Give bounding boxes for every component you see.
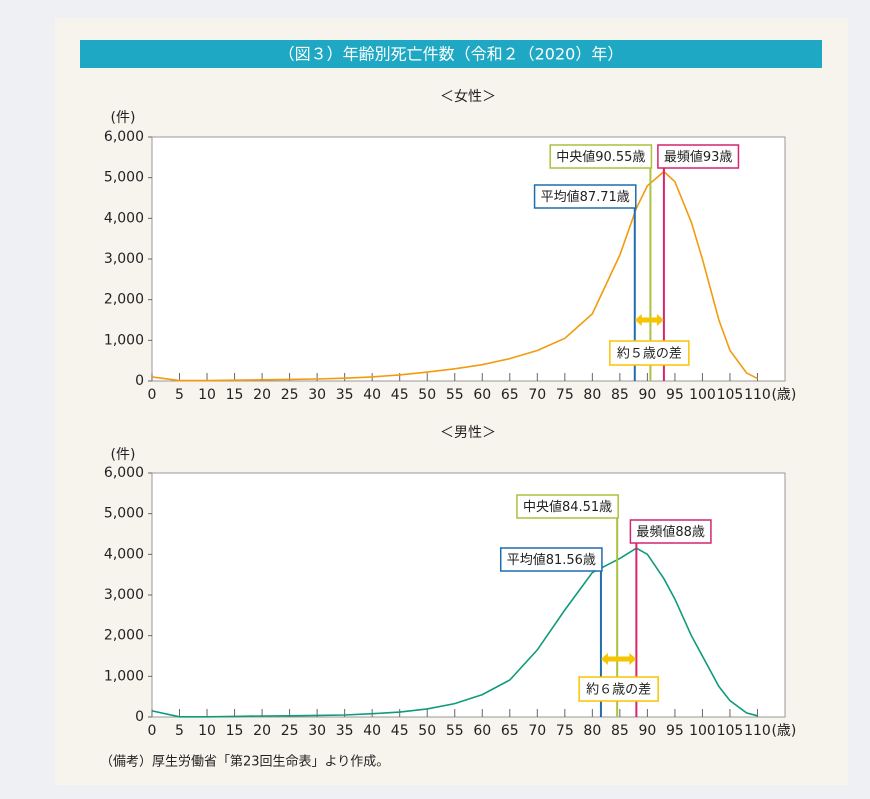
- y-tick-label: 5,000: [104, 506, 144, 522]
- marker-box: [516, 494, 619, 519]
- x-tick-label: 25: [281, 387, 299, 403]
- x-tick-label: 50: [418, 723, 436, 739]
- y-tick-label: 3,000: [104, 251, 144, 267]
- x-tick-label: 45: [391, 387, 409, 403]
- data-line: [151, 170, 758, 382]
- x-tick-label: 35: [336, 723, 354, 739]
- marker-label: 中央値90.55歳: [556, 149, 645, 165]
- x-tick-label: 110: [744, 387, 771, 403]
- marker-label: 最頻値88歳: [636, 524, 705, 540]
- x-tick-label: 80: [583, 387, 601, 403]
- y-axis-label: (件): [111, 110, 136, 126]
- x-tick-label: 90: [638, 723, 656, 739]
- difference-box: [578, 676, 659, 702]
- y-tick-label: 4,000: [104, 210, 144, 226]
- x-tick-label: 55: [446, 387, 464, 403]
- difference-label: 約５歳の差: [617, 347, 682, 362]
- x-tick-label: 105: [717, 387, 744, 403]
- y-tick-label: 6,000: [104, 129, 144, 145]
- plot-area: [151, 136, 786, 382]
- x-tick-label: 65: [501, 723, 519, 739]
- x-tick-label: 60: [473, 723, 491, 739]
- title-bar: [80, 40, 822, 68]
- y-tick-label: 0: [135, 709, 144, 725]
- y-axis-label: (件): [111, 447, 136, 463]
- x-tick-label: 45: [391, 723, 409, 739]
- x-tick-label: 5: [175, 387, 184, 403]
- x-tick-label: 40: [363, 723, 381, 739]
- x-tick-label: 15: [226, 723, 244, 739]
- x-tick-label: 75: [556, 723, 574, 739]
- x-tick-label: 15: [226, 387, 244, 403]
- x-tick-label: 20: [253, 723, 271, 739]
- marker-box: [533, 184, 637, 209]
- x-tick-label: 60: [473, 387, 491, 403]
- arrow-head: [634, 314, 664, 326]
- x-tick-label: 30: [308, 723, 326, 739]
- marker-label: 平均値87.71歳: [541, 189, 630, 205]
- marker-box: [499, 547, 603, 572]
- x-tick-label: 85: [611, 723, 629, 739]
- x-tick-label: 70: [528, 723, 546, 739]
- y-tick-label: 6,000: [104, 465, 144, 481]
- y-tick-label: 4,000: [104, 546, 144, 562]
- x-axis-label: (歳): [771, 387, 796, 403]
- data-line: [151, 547, 758, 718]
- x-tick-label: 50: [418, 387, 436, 403]
- x-tick-label: 85: [611, 387, 629, 403]
- y-tick-label: 3,000: [104, 587, 144, 603]
- marker-label: 最頻値93歳: [664, 149, 733, 165]
- x-tick-label: 0: [148, 387, 157, 403]
- y-tick-label: 5,000: [104, 170, 144, 186]
- y-tick-label: 1,000: [104, 668, 144, 684]
- x-tick-label: 75: [556, 387, 574, 403]
- marker-label: 中央値84.51歳: [523, 499, 612, 515]
- x-tick-label: 100: [689, 387, 716, 403]
- x-tick-label: 105: [717, 723, 744, 739]
- chart-subtitle: ＜女性＞: [440, 89, 496, 105]
- x-tick-label: 25: [281, 723, 299, 739]
- x-tick-label: 0: [148, 723, 157, 739]
- x-tick-label: 40: [363, 387, 381, 403]
- x-tick-label: 80: [583, 723, 601, 739]
- y-tick-label: 2,000: [104, 628, 144, 644]
- chart-subtitle: ＜男性＞: [440, 425, 496, 441]
- y-tick-label: 1,000: [104, 332, 144, 348]
- x-tick-label: 90: [638, 387, 656, 403]
- marker-box: [629, 519, 712, 544]
- x-tick-label: 95: [666, 723, 684, 739]
- marker-label: 平均値81.56歳: [507, 552, 596, 568]
- y-tick-label: 0: [135, 373, 144, 389]
- marker-box: [549, 144, 653, 169]
- x-tick-label: 10: [198, 387, 216, 403]
- difference-label: 約６歳の差: [586, 683, 651, 698]
- x-tick-label: 55: [446, 723, 464, 739]
- x-axis-label: (歳): [771, 723, 796, 739]
- difference-box: [609, 340, 690, 366]
- x-tick-label: 30: [308, 387, 326, 403]
- plot-area: [151, 472, 786, 718]
- page-title: （図３）年齢別死亡件数（令和２（2020）年）: [279, 45, 624, 64]
- x-tick-label: 10: [198, 723, 216, 739]
- x-tick-label: 110: [744, 723, 771, 739]
- x-tick-label: 100: [689, 723, 716, 739]
- x-tick-label: 5: [175, 723, 184, 739]
- y-tick-label: 2,000: [104, 292, 144, 308]
- x-tick-label: 20: [253, 387, 271, 403]
- marker-box: [657, 144, 740, 169]
- x-tick-label: 70: [528, 387, 546, 403]
- x-tick-label: 35: [336, 387, 354, 403]
- footnote: （備考）厚生労働省「第23回生命表」より作成。: [100, 754, 389, 770]
- x-tick-label: 65: [501, 387, 519, 403]
- x-tick-label: 95: [666, 387, 684, 403]
